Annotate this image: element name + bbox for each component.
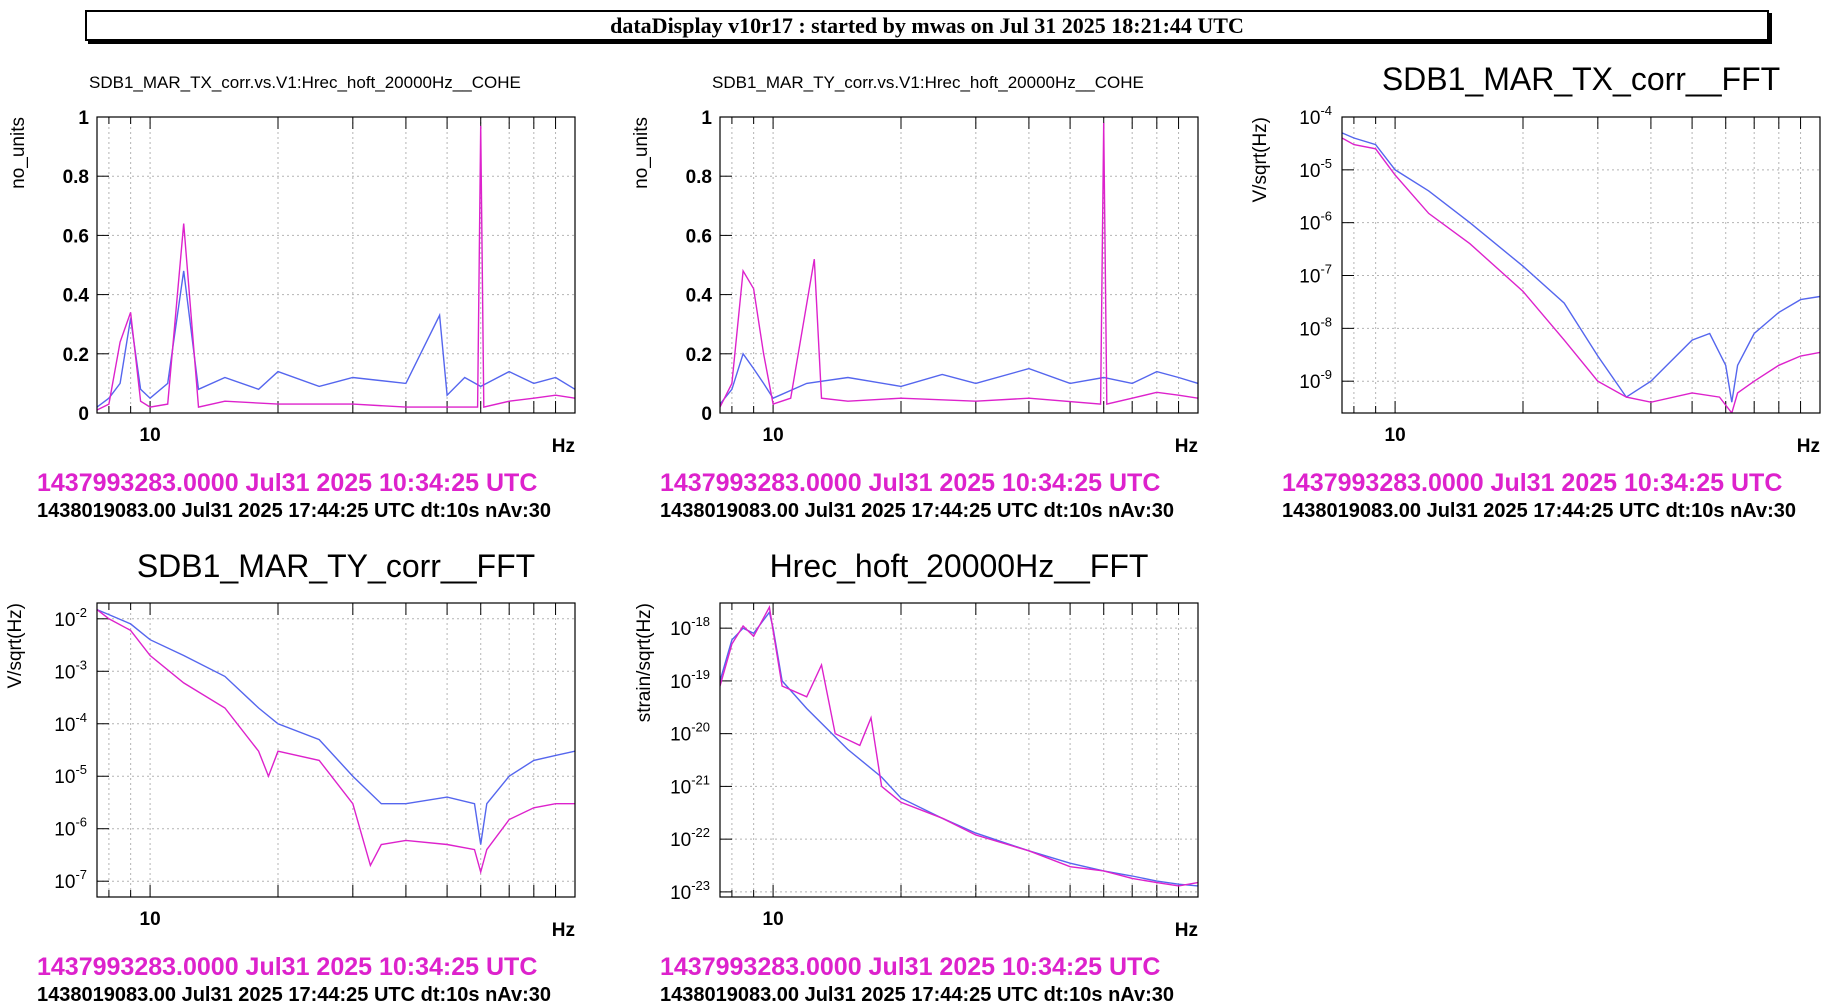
x-axis-label: Hz [1797, 436, 1820, 457]
y-tick-label: 10-4 [1299, 103, 1332, 129]
chart-title: SDB1_MAR_TY_corr__FFT [137, 548, 535, 584]
plot-frame [1341, 116, 1821, 414]
y-tick-label: 0.6 [686, 226, 712, 247]
y-tick-label: 0.2 [686, 345, 712, 366]
series-line-magenta [720, 605, 1198, 887]
series-line-blue [97, 608, 575, 845]
y-tick-label: 10-4 [54, 710, 87, 736]
y-tick-label: 10-5 [1299, 156, 1332, 182]
x-tick-label: 10 [1385, 425, 1406, 446]
plot-frame [719, 602, 1199, 898]
x-axis-label: Hz [1175, 436, 1198, 457]
y-axis-label: no_units [8, 117, 29, 189]
series-line-magenta [97, 609, 575, 875]
y-tick-label: 1 [701, 108, 712, 129]
footer-time: 1437993283.0000 Jul31 2025 10:34:25 UTC [660, 469, 1160, 497]
y-tick-label: 10-9 [1299, 367, 1332, 393]
y-tick-label: 10-19 [670, 667, 710, 693]
y-tick-label: 10-3 [54, 657, 87, 683]
y-tick-label: 10-5 [54, 762, 87, 788]
y-tick-label: 10-2 [54, 605, 87, 631]
y-tick-label: 10-6 [54, 815, 87, 841]
x-tick-label: 10 [140, 425, 161, 446]
plot-frame [719, 116, 1199, 414]
footer-time: 1437993283.0000 Jul31 2025 10:34:25 UTC [37, 953, 537, 981]
series-line-blue [720, 610, 1198, 887]
y-tick-label: 0.8 [63, 167, 89, 188]
series-line-blue [1342, 132, 1820, 403]
footer-time: 1437993283.0000 Jul31 2025 10:34:25 UTC [1282, 469, 1782, 497]
y-axis-label: no_units [631, 117, 652, 189]
footer-info: 1438019083.00 Jul31 2025 17:44:25 UTC dt… [1282, 500, 1796, 522]
chart-panel-p5: 10-18 10-19 10-20 10-21 10-22 10-23 10 Hz strain… [634, 548, 1199, 1006]
chart-panel-p2: 0 0.2 0.4 0.6 0.8 1 10 Hz no_units SDB1_MAR_TY_co… [631, 73, 1199, 522]
footer-info: 1438019083.00 Jul31 2025 17:44:25 UTC dt… [660, 984, 1174, 1006]
chart-title: SDB1_MAR_TY_corr.vs.V1:Hrec_hoft_20000Hz… [712, 73, 1144, 92]
y-tick-label: 10-8 [1299, 314, 1332, 340]
x-axis-label: Hz [552, 436, 575, 457]
plot-frame [96, 116, 576, 414]
series-line-magenta [97, 125, 575, 411]
footer-info: 1438019083.00 Jul31 2025 17:44:25 UTC dt… [37, 984, 551, 1006]
y-tick-label: 0.6 [63, 226, 89, 247]
x-axis-label: Hz [1175, 920, 1198, 941]
series-line-magenta [1342, 137, 1820, 413]
y-tick-label: 0 [701, 404, 712, 425]
y-tick-label: 10-7 [1299, 262, 1332, 288]
y-tick-label: 10-18 [670, 614, 710, 640]
chart-panel-p4: 10-2 10-3 10-4 10-5 10-6 10-7 10 Hz V/sqrt(Hz) SD… [5, 548, 576, 1006]
header-title: dataDisplay v10r17 : started by mwas on … [85, 10, 1769, 41]
footer-info: 1438019083.00 Jul31 2025 17:44:25 UTC dt… [660, 500, 1174, 522]
chart-title: SDB1_MAR_TX_corr.vs.V1:Hrec_hoft_20000Hz… [89, 73, 521, 92]
plot-frame [96, 602, 576, 898]
series-line-blue [720, 352, 1198, 405]
y-tick-label: 10-23 [670, 878, 710, 904]
y-tick-label: 0 [78, 404, 89, 425]
y-tick-label: 10-20 [670, 720, 710, 746]
y-tick-label: 10-6 [1299, 209, 1332, 235]
y-tick-label: 0.4 [63, 286, 90, 307]
y-tick-label: 10-21 [670, 772, 710, 798]
footer-info: 1438019083.00 Jul31 2025 17:44:25 UTC dt… [37, 500, 551, 522]
x-tick-label: 10 [140, 909, 161, 930]
chart-panel-p3: 10-4 10-5 10-6 10-7 10-8 10-9 10 Hz V/sqrt(Hz) SD… [1250, 61, 1821, 522]
x-axis-label: Hz [552, 920, 575, 941]
y-tick-label: 10-22 [670, 825, 710, 851]
x-tick-label: 10 [763, 909, 784, 930]
y-axis-label: strain/sqrt(Hz) [634, 603, 655, 722]
y-axis-label: V/sqrt(Hz) [5, 603, 26, 689]
chart-title: SDB1_MAR_TX_corr__FFT [1382, 61, 1780, 97]
y-tick-label: 0.2 [63, 345, 89, 366]
x-tick-label: 10 [763, 425, 784, 446]
y-tick-label: 0.8 [686, 167, 712, 188]
footer-time: 1437993283.0000 Jul31 2025 10:34:25 UTC [660, 953, 1160, 981]
chart-title: Hrec_hoft_20000Hz__FFT [770, 548, 1149, 584]
chart-panel-p1: 0 0.2 0.4 0.6 0.8 1 10 Hz no_units SDB1_MAR_TX_co… [8, 73, 576, 522]
footer-time: 1437993283.0000 Jul31 2025 10:34:25 UTC [37, 469, 537, 497]
y-tick-label: 10-7 [54, 867, 87, 893]
series-line-magenta [720, 122, 1198, 408]
y-tick-label: 0.4 [686, 286, 713, 307]
y-axis-label: V/sqrt(Hz) [1250, 117, 1271, 203]
y-tick-label: 1 [78, 108, 89, 129]
